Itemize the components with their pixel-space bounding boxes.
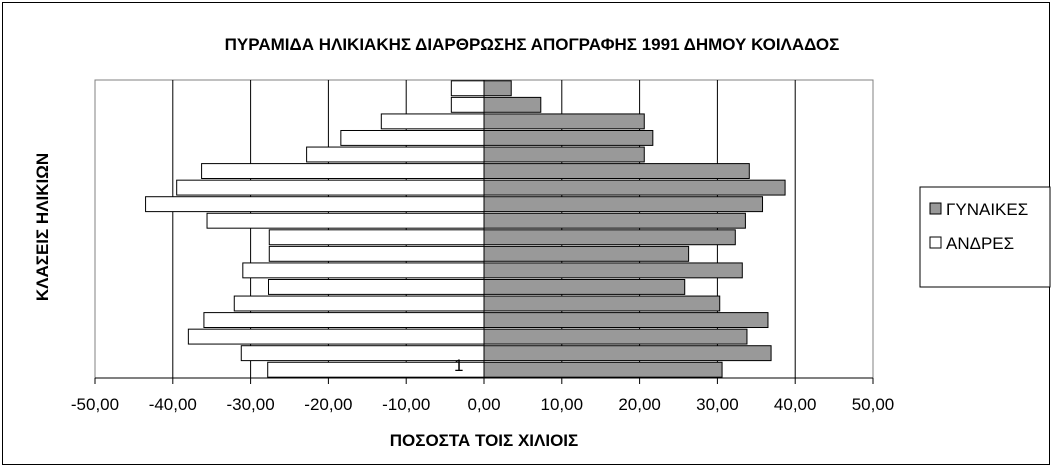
bar-women xyxy=(483,345,772,362)
bar-women xyxy=(483,229,736,246)
x-tick-label: -40,00 xyxy=(149,395,197,414)
x-tick-label: 0,00 xyxy=(467,395,500,414)
legend-swatch xyxy=(929,236,942,249)
x-tick-label: 10,00 xyxy=(541,395,584,414)
bar-men xyxy=(450,96,485,113)
bar-men xyxy=(145,196,485,213)
bar-women xyxy=(483,262,743,279)
x-tick-label: 50,00 xyxy=(852,395,895,414)
bar-women xyxy=(483,328,748,345)
bar-women xyxy=(483,146,645,163)
bar-men xyxy=(268,229,485,246)
bar-women xyxy=(483,80,512,97)
bar-men xyxy=(240,345,485,362)
legend-swatch xyxy=(929,202,942,215)
bar-men xyxy=(267,361,485,378)
x-tick-label: 20,00 xyxy=(618,395,661,414)
x-tick-label: -20,00 xyxy=(304,395,352,414)
bar-men xyxy=(233,295,485,312)
x-tick-label: -50,00 xyxy=(71,395,119,414)
bar-men xyxy=(450,80,485,97)
legend-label: ΓΥΝΑΙΚΕΣ xyxy=(946,200,1028,219)
bar-women xyxy=(483,312,769,329)
category-label: 1 xyxy=(454,356,463,375)
bar-men xyxy=(176,179,485,196)
bar-men xyxy=(187,328,485,345)
x-tick-label: 40,00 xyxy=(774,395,817,414)
legend-label: ΑΝΔΡΕΣ xyxy=(946,234,1014,253)
bar-men xyxy=(242,262,485,279)
bar-women xyxy=(483,129,654,146)
chart-title: ΠΥΡΑΜΙΔΑ ΗΛΙΚΙΑΚΗΣ ΔΙΑΡΘΡΩΣΗΣ ΑΠΟΓΡΑΦΗΣ … xyxy=(225,35,840,54)
bar-women xyxy=(483,113,645,130)
plot-area: -50,00 -40,00 -30,00 -20,00 -10,00 0,00 10,00 2… xyxy=(71,79,895,414)
legend: ΓΥΝΑΙΚΕΣ ΑΝΔΡΕΣ xyxy=(919,186,1051,288)
x-tick-label: -30,00 xyxy=(226,395,274,414)
bar-women xyxy=(483,361,723,378)
bar-men xyxy=(380,113,485,130)
legend-box xyxy=(919,186,1051,288)
x-axis-title: ΠΟΣΟΣΤΑ ΤΟΙΣ ΧΙΛΙΟΙΣ xyxy=(390,431,578,450)
bar-men xyxy=(206,212,485,229)
bar-women xyxy=(483,179,786,196)
bar-women xyxy=(483,212,746,229)
bar-women xyxy=(483,163,750,180)
bar-men xyxy=(201,163,485,180)
bar-men xyxy=(268,245,485,262)
bar-men xyxy=(306,146,485,163)
bar-women xyxy=(483,295,721,312)
x-tick-label: -10,00 xyxy=(382,395,430,414)
bar-men xyxy=(203,312,485,329)
y-axis-title: ΚΛΑΣΕΙΣ ΗΛΙΚΙΩΝ xyxy=(33,153,52,301)
bar-women xyxy=(483,245,690,262)
bar-men xyxy=(267,278,485,295)
bar-women xyxy=(483,196,764,213)
x-tick-label: 30,00 xyxy=(696,395,739,414)
bar-women xyxy=(483,278,686,295)
bar-women xyxy=(483,96,542,113)
bar-men xyxy=(340,129,485,146)
